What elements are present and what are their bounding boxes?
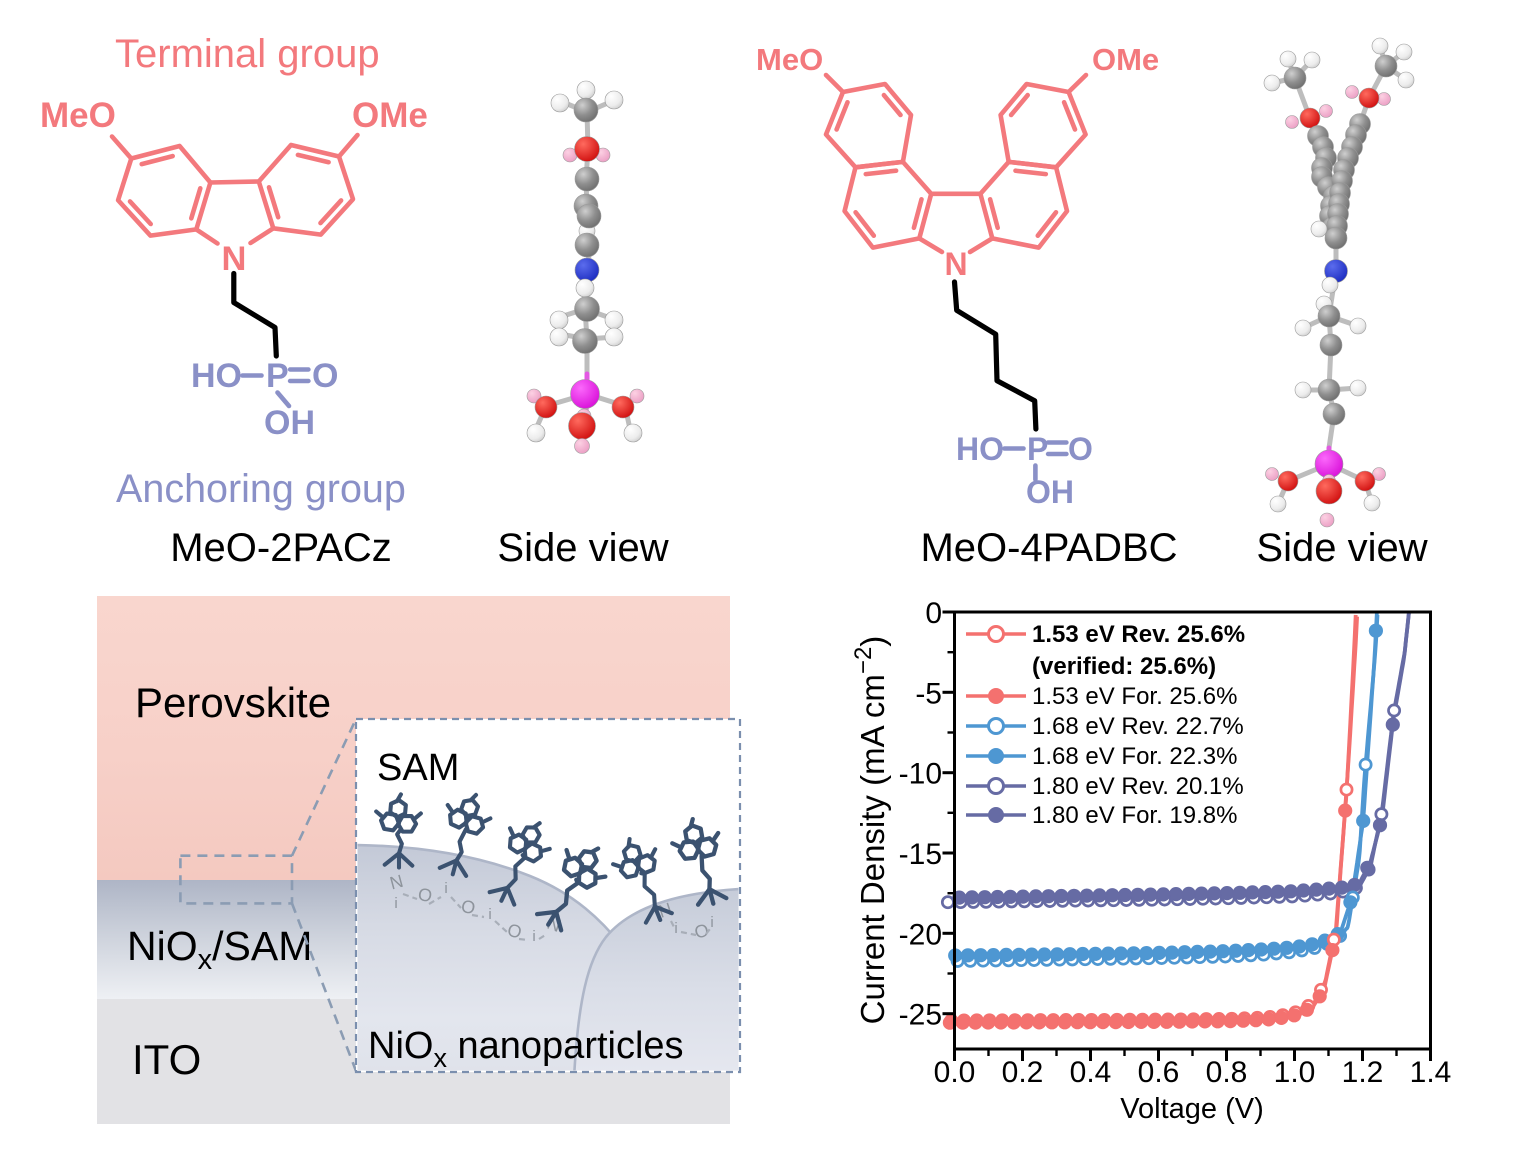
svg-text:1.68 eV Rev. 22.7%: 1.68 eV Rev. 22.7% bbox=[1032, 713, 1244, 740]
svg-text:0.8: 0.8 bbox=[1206, 1056, 1248, 1089]
svg-text:0.4: 0.4 bbox=[1070, 1056, 1112, 1089]
svg-text:O: O bbox=[505, 920, 524, 943]
svg-text:i: i bbox=[674, 920, 677, 937]
svg-text:i: i bbox=[488, 906, 491, 923]
svg-text:0.0: 0.0 bbox=[934, 1056, 976, 1089]
svg-text:ITO: ITO bbox=[132, 1036, 201, 1083]
svg-text:MeO-2PACz: MeO-2PACz bbox=[170, 526, 392, 570]
svg-text:MeO: MeO bbox=[756, 42, 823, 77]
svg-text:NiOx/SAM: NiOx/SAM bbox=[127, 923, 312, 976]
svg-text:MeO-4PADBC: MeO-4PADBC bbox=[920, 526, 1177, 570]
svg-text:N: N bbox=[944, 246, 967, 282]
svg-text:Terminal group: Terminal group bbox=[115, 32, 380, 76]
svg-text:OH: OH bbox=[264, 404, 315, 442]
svg-text:1.68 eV For. 22.3%: 1.68 eV For. 22.3% bbox=[1032, 743, 1237, 770]
svg-text:0.2: 0.2 bbox=[1002, 1056, 1044, 1089]
svg-text:P: P bbox=[266, 357, 289, 395]
svg-text:i: i bbox=[532, 928, 535, 945]
svg-text:O: O bbox=[692, 920, 710, 943]
svg-text:Current Density (mA cm−2): Current Density (mA cm−2) bbox=[850, 636, 892, 1025]
svg-text:SAM: SAM bbox=[377, 747, 459, 789]
svg-text:-20: -20 bbox=[899, 918, 942, 951]
svg-text:Voltage (V): Voltage (V) bbox=[1120, 1093, 1263, 1125]
svg-text:1.80 eV For. 19.8%: 1.80 eV For. 19.8% bbox=[1032, 802, 1237, 829]
svg-text:i: i bbox=[394, 895, 397, 912]
svg-text:-10: -10 bbox=[899, 758, 942, 791]
svg-text:O: O bbox=[1068, 431, 1093, 467]
svg-text:-15: -15 bbox=[899, 838, 942, 871]
svg-text:NiOx nanoparticles: NiOx nanoparticles bbox=[368, 1025, 684, 1073]
svg-text:1.2: 1.2 bbox=[1342, 1056, 1384, 1089]
svg-text:(verified: 25.6%): (verified: 25.6%) bbox=[1032, 653, 1216, 680]
svg-text:OMe: OMe bbox=[1092, 42, 1159, 77]
svg-text:P: P bbox=[1027, 431, 1048, 467]
svg-text:-25: -25 bbox=[899, 999, 942, 1032]
svg-text:Anchoring group: Anchoring group bbox=[116, 467, 406, 511]
svg-text:Perovskite: Perovskite bbox=[135, 679, 331, 726]
svg-text:OMe: OMe bbox=[352, 96, 428, 135]
svg-text:1.53 eV Rev. 25.6%: 1.53 eV Rev. 25.6% bbox=[1032, 621, 1245, 648]
svg-text:N: N bbox=[388, 871, 406, 894]
svg-text:Side view: Side view bbox=[1256, 526, 1427, 570]
svg-text:0.6: 0.6 bbox=[1138, 1056, 1180, 1089]
svg-text:-5: -5 bbox=[915, 677, 942, 710]
svg-text:O: O bbox=[416, 884, 433, 906]
svg-text:1.4: 1.4 bbox=[1410, 1056, 1452, 1089]
svg-text:MeO: MeO bbox=[40, 96, 116, 135]
svg-text:1.53 eV For. 25.6%: 1.53 eV For. 25.6% bbox=[1032, 683, 1237, 710]
svg-text:0: 0 bbox=[925, 597, 942, 630]
svg-text:1.80 eV Rev. 20.1%: 1.80 eV Rev. 20.1% bbox=[1032, 773, 1244, 800]
svg-text:OH: OH bbox=[1026, 474, 1074, 510]
svg-text:i: i bbox=[444, 880, 447, 897]
svg-text:Side view: Side view bbox=[497, 526, 668, 570]
svg-text:HO: HO bbox=[956, 431, 1004, 467]
svg-text:O: O bbox=[459, 896, 477, 918]
svg-text:HO: HO bbox=[191, 357, 242, 395]
svg-text:i: i bbox=[710, 914, 713, 931]
svg-text:O: O bbox=[312, 357, 338, 395]
svg-text:1.0: 1.0 bbox=[1274, 1056, 1316, 1089]
